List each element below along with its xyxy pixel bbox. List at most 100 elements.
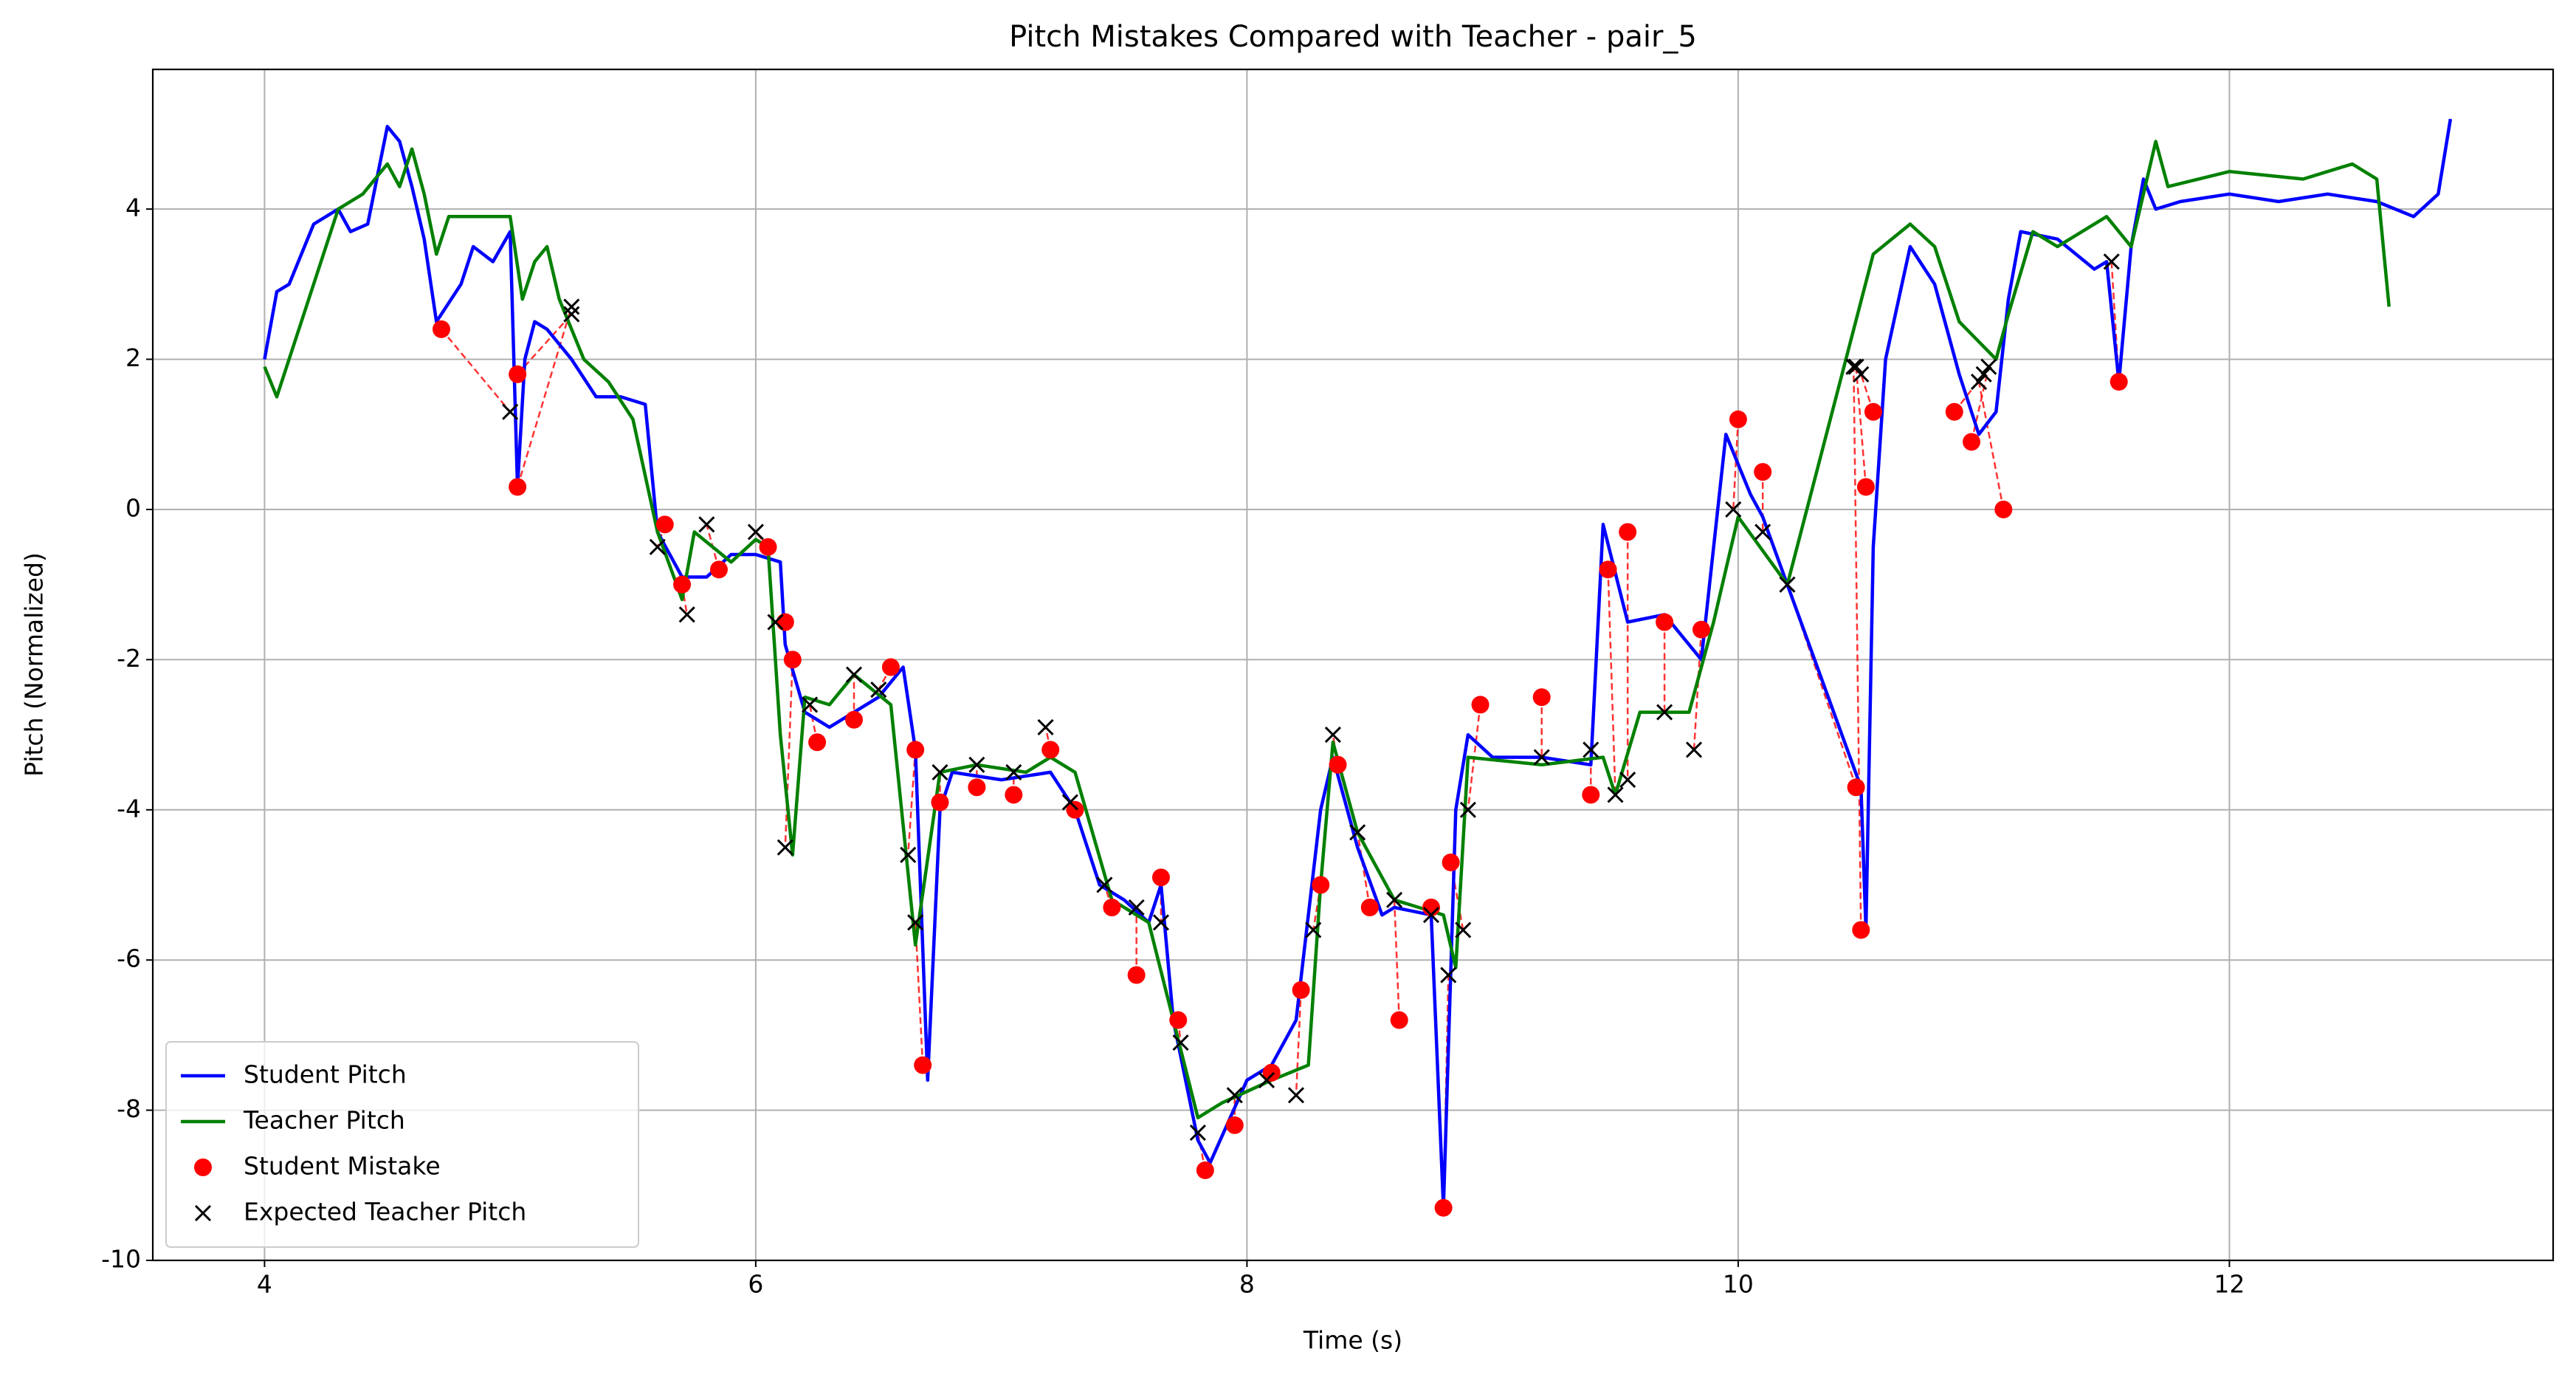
expected-point	[1685, 741, 1703, 758]
mistake-point	[776, 613, 794, 631]
expected-point	[1607, 786, 1624, 803]
y-tick-label: 2	[125, 343, 141, 372]
mistake-point	[1041, 741, 1060, 759]
legend-label: Teacher Pitch	[243, 1106, 405, 1135]
expected-point	[1853, 365, 1870, 382]
expected-point	[1583, 741, 1599, 758]
mistake-point	[1852, 921, 1870, 939]
expected-point	[1287, 1087, 1305, 1104]
mistake-point	[1360, 898, 1379, 916]
expected-point	[563, 306, 580, 323]
y-tick-label: 0	[125, 493, 141, 522]
expected-point	[1656, 704, 1673, 721]
x-tick-label: 12	[2214, 1270, 2245, 1299]
expected-point	[1005, 763, 1022, 780]
expected-point	[968, 756, 985, 773]
y-tick-label: -6	[117, 944, 141, 973]
mistake-link	[1295, 989, 1302, 1096]
expected-point	[1422, 907, 1440, 924]
y-tick-label: -2	[117, 644, 141, 673]
mistake-point	[1656, 613, 1674, 631]
legend-box	[165, 1041, 639, 1248]
expected-point	[563, 298, 580, 315]
expected-point	[1258, 1071, 1275, 1088]
mistake-point	[1434, 1198, 1453, 1217]
mistake-point	[1262, 1063, 1281, 1082]
mistake-link	[1970, 366, 1990, 442]
mistake-point	[759, 538, 777, 556]
expected-point	[931, 763, 948, 780]
expected-point	[1779, 576, 1796, 593]
y-axis-label: Pitch (Normalized)	[20, 552, 49, 777]
mistake-link	[1356, 832, 1371, 908]
mistake-point	[1103, 898, 1121, 916]
mistake-point	[1729, 410, 1747, 428]
legend-label: Student Pitch	[244, 1060, 407, 1089]
y-tick-label: 4	[125, 193, 141, 222]
mistake-point	[1127, 966, 1146, 984]
expected-point	[1226, 1087, 1243, 1104]
expected-point	[907, 914, 924, 931]
mistake-link	[1312, 885, 1322, 930]
expected-point	[1324, 727, 1341, 744]
expected-point	[1189, 1125, 1206, 1142]
mistake-point	[906, 741, 925, 759]
expected-point	[1459, 801, 1476, 818]
expected-point	[1349, 824, 1366, 841]
chart-title: Pitch Mistakes Compared with Teacher - p…	[1009, 20, 1697, 54]
series-line	[263, 140, 2391, 1120]
y-tick-label: -8	[117, 1094, 141, 1123]
legend-swatch	[194, 1204, 212, 1222]
mistake-link	[906, 749, 917, 855]
expected-point	[1975, 365, 1992, 382]
mistake-point	[1847, 778, 1865, 797]
mistake-point	[1994, 500, 2013, 518]
mistake-link	[784, 659, 794, 848]
x-tick-label: 10	[1723, 1270, 1754, 1299]
mistake-link	[1732, 419, 1740, 510]
plot-frame	[151, 68, 2555, 1262]
legend-swatch	[194, 1158, 212, 1176]
expected-point	[1533, 749, 1550, 766]
expected-point	[1754, 523, 1771, 540]
expected-point	[1440, 967, 1457, 983]
y-tick-label: -4	[117, 794, 141, 823]
expected-point	[1847, 358, 1864, 375]
mistake-point	[432, 320, 450, 338]
expected-point	[1061, 794, 1078, 811]
mistake-point	[1151, 868, 1170, 887]
mistake-point	[968, 778, 986, 797]
expected-point	[1980, 358, 1997, 375]
expected-point	[1386, 891, 1403, 908]
plot-area	[263, 118, 2453, 1217]
mistake-point	[1945, 402, 1963, 421]
mistake-point	[1754, 463, 1772, 481]
mistake-link	[1853, 366, 1862, 930]
mistake-link	[441, 329, 512, 413]
expected-point	[1128, 899, 1145, 916]
mistake-point	[1963, 433, 1981, 451]
mistake-point	[655, 515, 674, 534]
legend-label: Student Mistake	[244, 1152, 441, 1181]
expected-point	[1152, 914, 1170, 931]
mistake-point	[1329, 755, 1347, 774]
mistake-link	[516, 306, 573, 487]
expected-point	[1172, 1034, 1189, 1051]
expected-point	[1305, 921, 1322, 938]
mistake-point	[1619, 523, 1637, 541]
expected-point	[502, 403, 519, 420]
mistake-point	[1169, 1011, 1188, 1029]
mistake-point	[1864, 402, 1882, 421]
x-tick-label: 4	[257, 1270, 272, 1299]
mistake-point	[1292, 981, 1310, 999]
mistake-point	[1856, 478, 1875, 496]
mistake-link	[1977, 381, 2005, 510]
mistake-point	[673, 575, 692, 594]
mistake-link	[1607, 569, 1616, 795]
y-tick-label: -10	[101, 1245, 141, 1274]
x-axis-label: Time (s)	[1303, 1326, 1402, 1355]
expected-point	[1725, 501, 1742, 518]
expected-point	[870, 682, 887, 698]
mistake-point	[1312, 876, 1330, 894]
